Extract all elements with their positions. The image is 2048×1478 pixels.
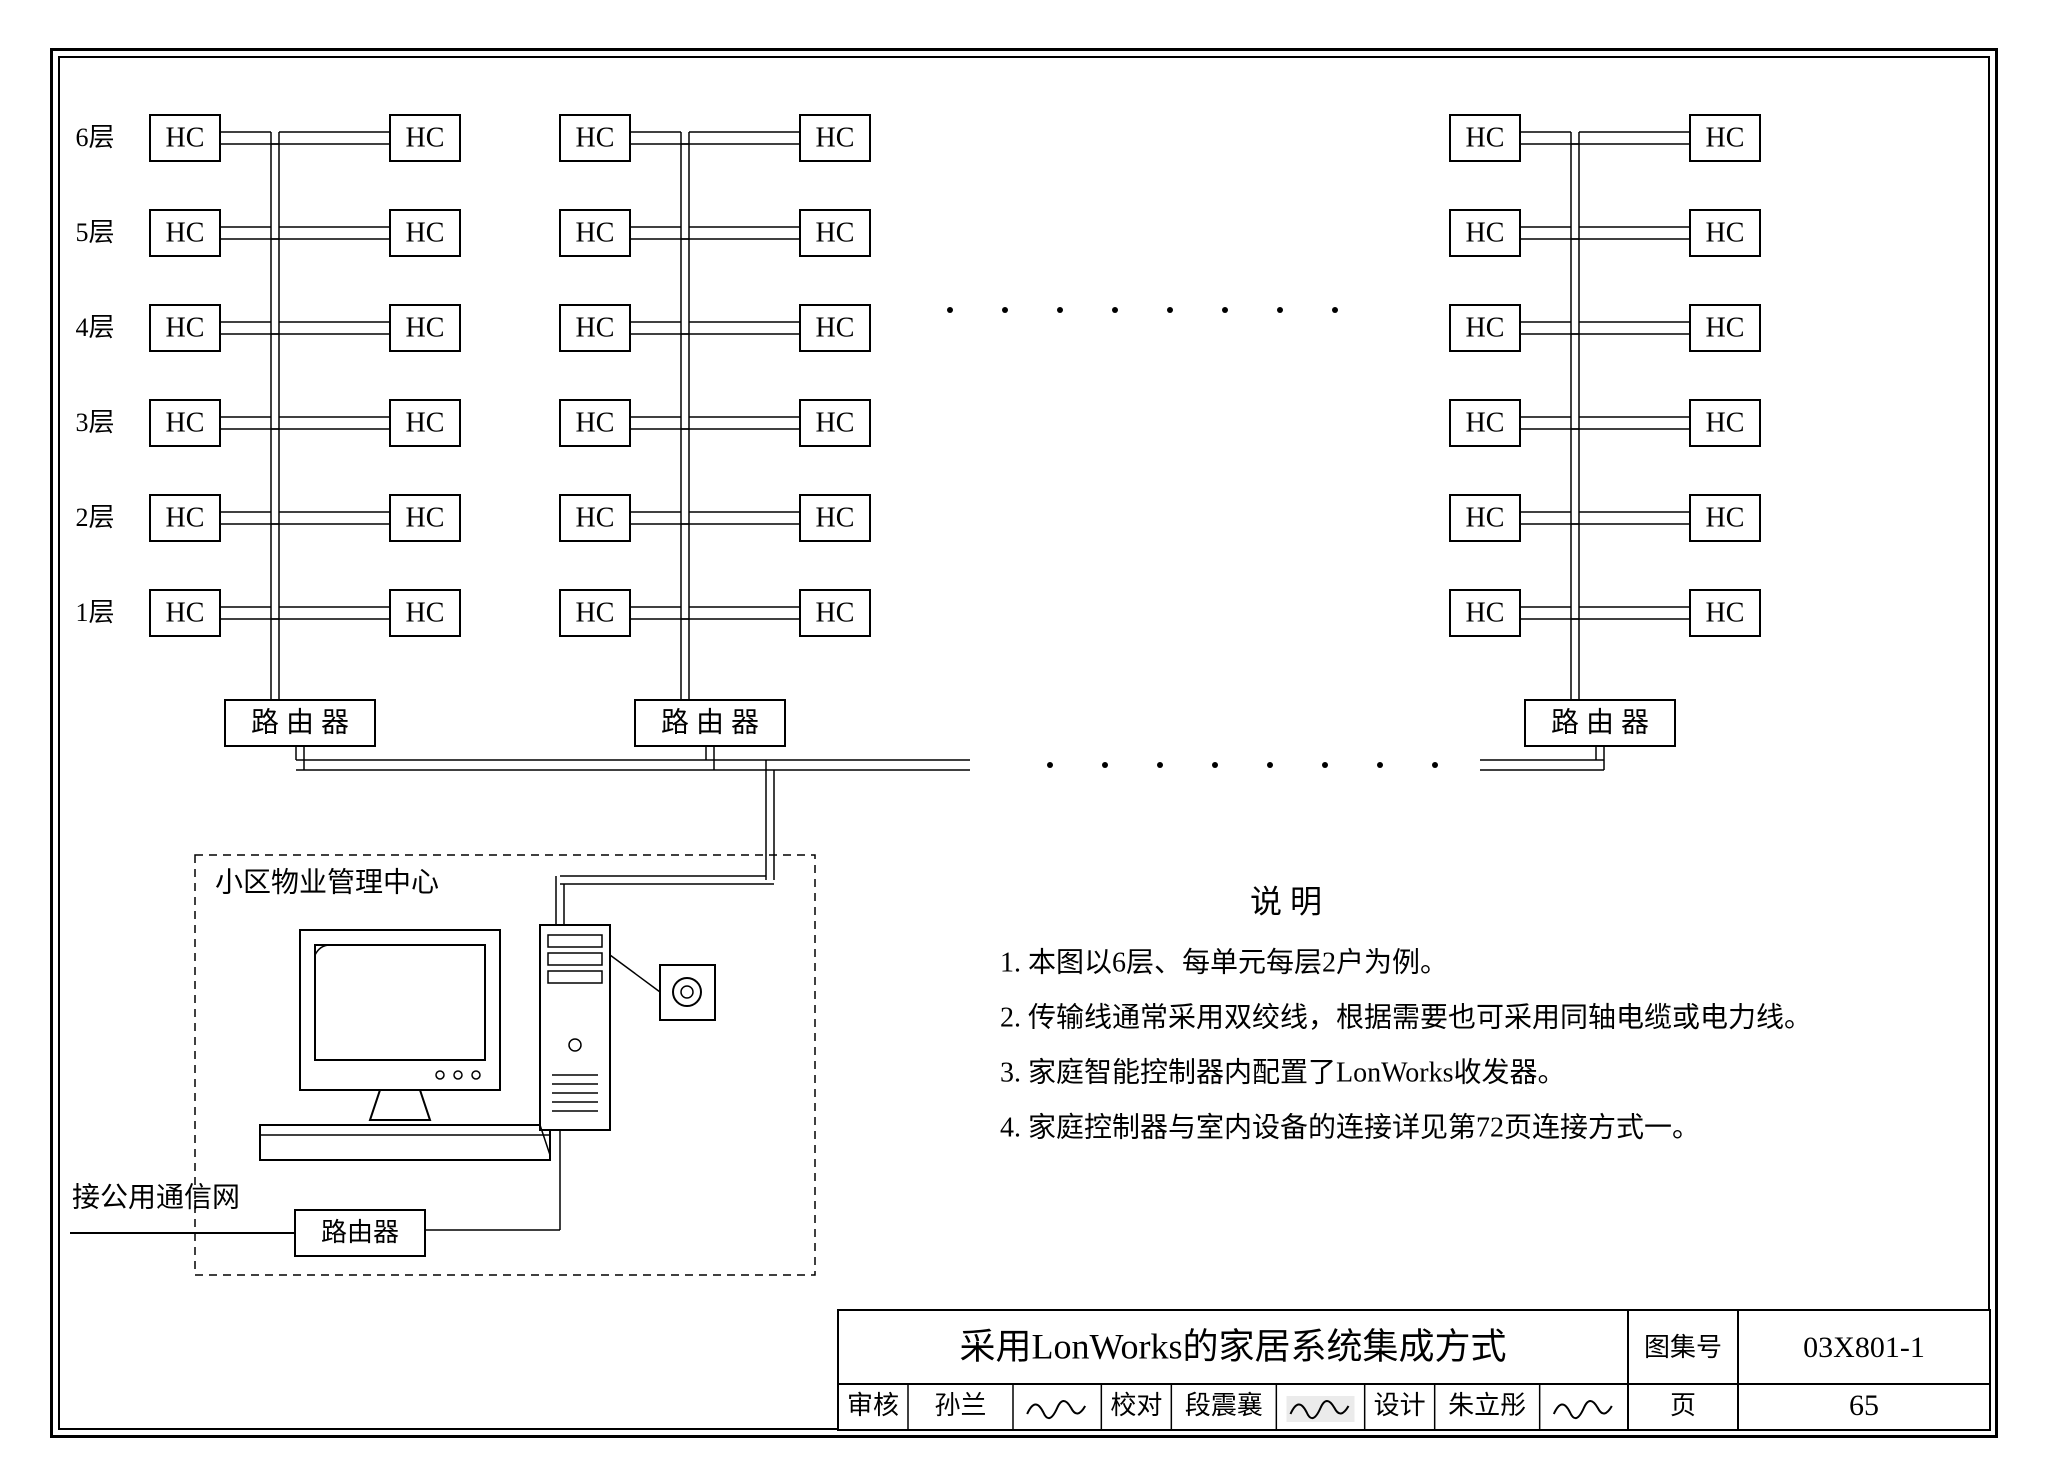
svg-text:HC: HC: [1706, 217, 1745, 248]
svg-text:3. 家庭智能控制器内配置了LonWorks收发器。: 3. 家庭智能控制器内配置了LonWorks收发器。: [1000, 1056, 1566, 1088]
svg-text:65: 65: [1849, 1389, 1879, 1422]
svg-text:采用LonWorks的家居系统集成方式: 采用LonWorks的家居系统集成方式: [959, 1326, 1506, 1366]
svg-text:HC: HC: [576, 407, 615, 438]
svg-text:孙兰: 孙兰: [934, 1391, 986, 1420]
svg-text:HC: HC: [166, 407, 205, 438]
svg-text:设计: 设计: [1374, 1391, 1426, 1420]
svg-text:2. 传输线通常采用双绞线，根据需要也可采用同轴电缆或电力线: 2. 传输线通常采用双绞线，根据需要也可采用同轴电缆或电力线。: [1000, 1001, 1812, 1033]
svg-text:HC: HC: [1706, 407, 1745, 438]
svg-text:接公用通信网: 接公用通信网: [72, 1181, 240, 1213]
svg-text:HC: HC: [1466, 502, 1505, 533]
svg-text:HC: HC: [576, 122, 615, 153]
svg-text:1层: 1层: [75, 598, 114, 627]
svg-text:HC: HC: [816, 597, 855, 628]
svg-text:页: 页: [1670, 1391, 1696, 1420]
diagram-canvas: HC HC HC HC HC HC HC HC HC HC HC HC 路 由 器 HC HC HC HC HC H…: [0, 0, 2048, 1478]
svg-text:5层: 5层: [75, 218, 114, 247]
svg-text:路 由 器: 路 由 器: [661, 706, 759, 738]
svg-text:HC: HC: [166, 312, 205, 343]
svg-text:说 明: 说 明: [1250, 883, 1322, 919]
svg-text:HC: HC: [1466, 407, 1505, 438]
svg-text:路 由 器: 路 由 器: [251, 706, 349, 738]
svg-text:HC: HC: [1706, 502, 1745, 533]
svg-text:HC: HC: [576, 312, 615, 343]
svg-text:03X801-1: 03X801-1: [1803, 1331, 1925, 1364]
svg-text:HC: HC: [576, 502, 615, 533]
svg-text:2层: 2层: [75, 503, 114, 532]
svg-text:HC: HC: [406, 217, 445, 248]
svg-text:HC: HC: [576, 217, 615, 248]
svg-text:HC: HC: [1706, 597, 1745, 628]
page-root: HC HC HC HC HC HC HC HC HC HC HC HC 路 由 器 HC HC HC HC HC H…: [0, 0, 2048, 1478]
svg-text:路由器: 路由器: [321, 1218, 399, 1247]
svg-text:HC: HC: [1466, 597, 1505, 628]
svg-text:HC: HC: [406, 122, 445, 153]
svg-text:HC: HC: [166, 217, 205, 248]
svg-text:HC: HC: [1706, 312, 1745, 343]
svg-text:HC: HC: [816, 122, 855, 153]
svg-text:1. 本图以6层、每单元每层2户为例。: 1. 本图以6层、每单元每层2户为例。: [1000, 946, 1448, 978]
svg-text:段震襄: 段震襄: [1185, 1391, 1263, 1420]
svg-text:HC: HC: [166, 597, 205, 628]
svg-text:校对: 校对: [1110, 1391, 1162, 1420]
svg-text:HC: HC: [1466, 312, 1505, 343]
svg-text:HC: HC: [1466, 122, 1505, 153]
svg-text:HC: HC: [816, 312, 855, 343]
svg-text:HC: HC: [166, 502, 205, 533]
svg-text:HC: HC: [406, 597, 445, 628]
svg-text:HC: HC: [406, 407, 445, 438]
svg-text:路 由 器: 路 由 器: [1551, 706, 1649, 738]
svg-text:HC: HC: [166, 122, 205, 153]
svg-text:HC: HC: [576, 597, 615, 628]
svg-text:图集号: 图集号: [1644, 1333, 1722, 1362]
svg-text:朱立彤: 朱立彤: [1448, 1391, 1526, 1420]
svg-text:4层: 4层: [75, 313, 114, 342]
svg-text:HC: HC: [1706, 122, 1745, 153]
svg-text:4. 家庭控制器与室内设备的连接详见第72页连接方式一。: 4. 家庭控制器与室内设备的连接详见第72页连接方式一。: [1000, 1111, 1700, 1143]
svg-text:6层: 6层: [75, 123, 114, 152]
svg-text:审核: 审核: [847, 1391, 899, 1420]
svg-text:HC: HC: [816, 407, 855, 438]
svg-text:HC: HC: [406, 502, 445, 533]
svg-text:3层: 3层: [75, 408, 114, 437]
svg-text:HC: HC: [1466, 217, 1505, 248]
svg-text:HC: HC: [816, 502, 855, 533]
svg-text:HC: HC: [406, 312, 445, 343]
svg-text:HC: HC: [816, 217, 855, 248]
svg-text:小区物业管理中心: 小区物业管理中心: [215, 866, 439, 898]
